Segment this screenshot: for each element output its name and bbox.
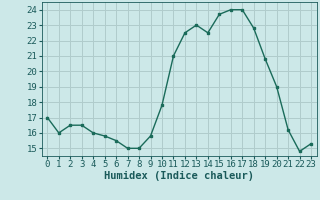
X-axis label: Humidex (Indice chaleur): Humidex (Indice chaleur): [104, 171, 254, 181]
